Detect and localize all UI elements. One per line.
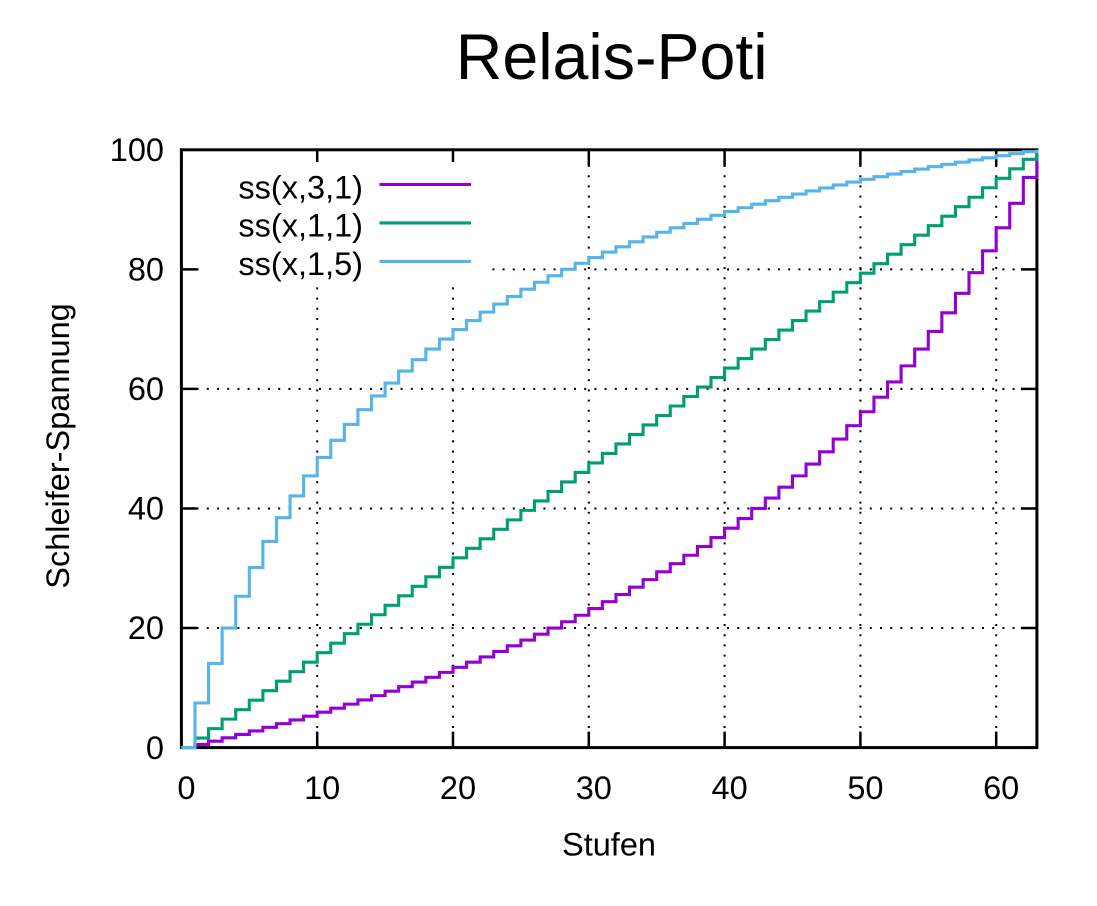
svg-text:60: 60 [983,770,1019,806]
svg-text:50: 50 [847,770,883,806]
svg-text:Schleifer-Spannung: Schleifer-Spannung [40,303,76,588]
svg-text:100: 100 [110,132,164,168]
svg-text:40: 40 [712,770,748,806]
svg-text:0: 0 [177,770,195,806]
svg-text:30: 30 [576,770,612,806]
svg-text:60: 60 [128,371,164,407]
svg-text:80: 80 [128,252,164,288]
svg-text:ss(x,3,1): ss(x,3,1) [238,169,363,205]
svg-text:40: 40 [128,491,164,527]
svg-text:20: 20 [128,610,164,646]
svg-text:ss(x,1,5): ss(x,1,5) [238,246,363,282]
svg-text:Relais-Poti: Relais-Poti [456,21,768,93]
svg-text:10: 10 [304,770,340,806]
svg-text:0: 0 [146,730,164,766]
svg-text:20: 20 [440,770,476,806]
svg-text:ss(x,1,1): ss(x,1,1) [238,208,363,244]
svg-text:Stufen: Stufen [562,827,656,863]
